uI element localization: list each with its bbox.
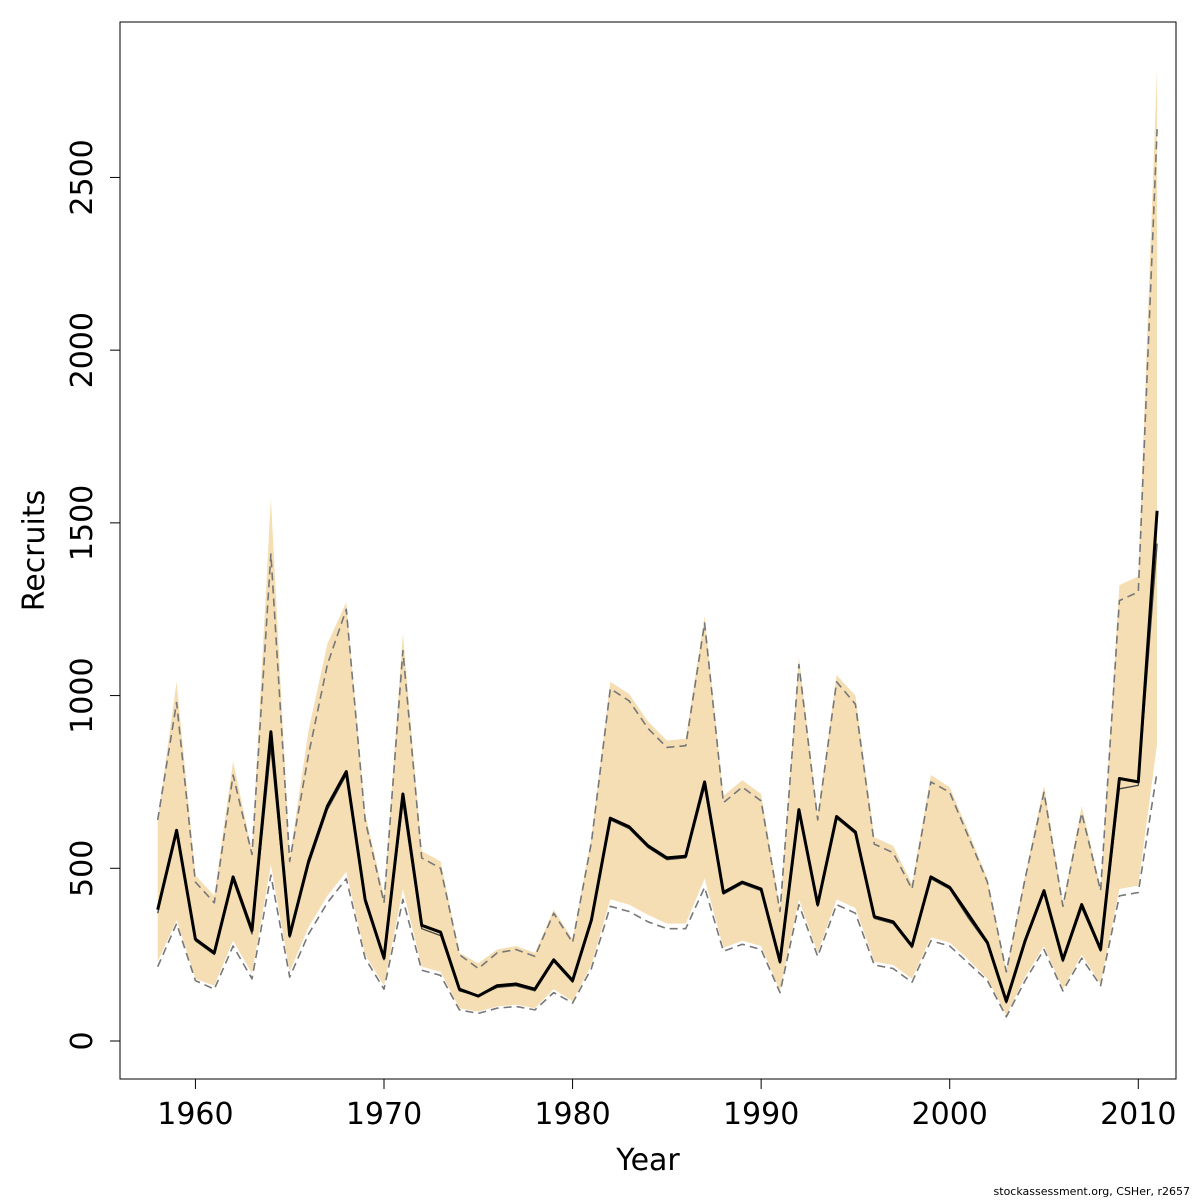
y-tick-label: 1500 (65, 485, 100, 561)
series-lines-layer (156, 129, 1159, 1018)
series-lower-bound-line (156, 771, 1158, 1018)
y-tick-label: 500 (65, 840, 100, 897)
y-tick-label: 2500 (65, 139, 100, 215)
x-tick-label: 2000 (912, 1097, 988, 1132)
x-tick-label: 1990 (723, 1097, 799, 1132)
x-axis-title: Year (615, 1143, 680, 1178)
series-upper-bound-line (156, 129, 1158, 973)
y-tick-label: 2000 (65, 312, 100, 388)
x-tick-label: 2010 (1100, 1097, 1176, 1132)
series-estimate-line (156, 510, 1159, 1003)
footnote: stockassessment.org, CSHer, r2657 (993, 1185, 1190, 1198)
y-axis-title: Recruits (17, 490, 52, 612)
confidence-band-layer (157, 66, 1158, 1016)
x-tick-label: 1970 (346, 1097, 422, 1132)
x-tick-label: 1980 (534, 1097, 610, 1132)
y-axis: 0 500 1000 1500 2000 2500 (65, 139, 121, 1051)
y-tick-label: 0 (65, 1031, 100, 1050)
confidence-band (157, 66, 1158, 1016)
x-tick-label: 1960 (157, 1097, 233, 1132)
y-tick-label: 1000 (65, 657, 100, 733)
x-axis: 1960 1970 1980 1990 2000 2010 (157, 1078, 1176, 1132)
